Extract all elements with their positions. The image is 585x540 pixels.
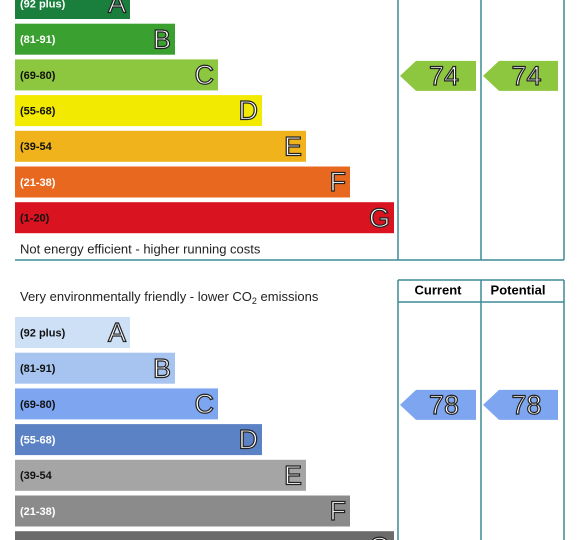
- header-text: Very environmentally friendly - lower CO: [20, 289, 252, 304]
- band-range: (81-91): [20, 34, 56, 46]
- band-letter: A: [108, 0, 126, 19]
- band: [15, 202, 394, 234]
- band-range: (81-91): [20, 363, 56, 375]
- band-range: (92 plus): [20, 327, 66, 339]
- band-letter: D: [239, 96, 259, 126]
- band-range: (55-68): [20, 435, 56, 447]
- band-range: (39-54: [20, 141, 53, 153]
- band-letter: G: [369, 203, 390, 233]
- band: [15, 495, 350, 527]
- band-letter: A: [108, 318, 126, 348]
- band-range: (92 plus): [20, 0, 66, 10]
- band: [15, 0, 130, 19]
- band-range: (69-80): [20, 70, 56, 82]
- band-letter: E: [284, 460, 302, 490]
- band: [15, 130, 306, 162]
- rating-value: 74: [429, 61, 459, 91]
- band-range: (21-38): [20, 177, 56, 189]
- column-header: Potential: [491, 282, 546, 297]
- band-letter: G: [369, 532, 390, 540]
- band-letter: D: [239, 425, 259, 455]
- band-letter: F: [330, 167, 347, 197]
- rating-arrow: [400, 60, 476, 91]
- band-range: (1-20): [20, 213, 50, 225]
- band-letter: B: [153, 353, 171, 383]
- rating-value: 78: [429, 390, 459, 420]
- band: [15, 424, 262, 456]
- band-range: (55-68): [20, 106, 56, 118]
- band-letter: C: [195, 389, 215, 419]
- rating-value: 78: [511, 390, 541, 420]
- column-header: Current: [415, 282, 463, 297]
- band-range: (69-80): [20, 399, 56, 411]
- band-range: (39-54: [20, 470, 53, 482]
- band: [15, 531, 394, 540]
- band-range: (21-38): [20, 506, 56, 518]
- band: [15, 166, 350, 198]
- band: [15, 317, 130, 348]
- header: Very environmentally friendly - lower CO…: [20, 289, 319, 306]
- band: [15, 59, 218, 91]
- band-letter: C: [195, 60, 215, 90]
- rating-arrow: [483, 60, 558, 91]
- rating-arrow: [400, 389, 476, 420]
- band: [15, 23, 175, 55]
- band: [15, 459, 306, 491]
- band: [15, 95, 262, 127]
- band: [15, 352, 175, 384]
- footer: Not energy efficient - higher running co…: [20, 241, 261, 256]
- band-letter: E: [284, 131, 302, 161]
- band-letter: B: [153, 24, 171, 54]
- rating-value: 74: [511, 61, 541, 91]
- rating-arrow: [483, 389, 558, 420]
- header-sub: 2: [252, 296, 257, 306]
- band-letter: F: [330, 496, 347, 526]
- band: [15, 388, 218, 420]
- header-end: emissions: [257, 289, 319, 304]
